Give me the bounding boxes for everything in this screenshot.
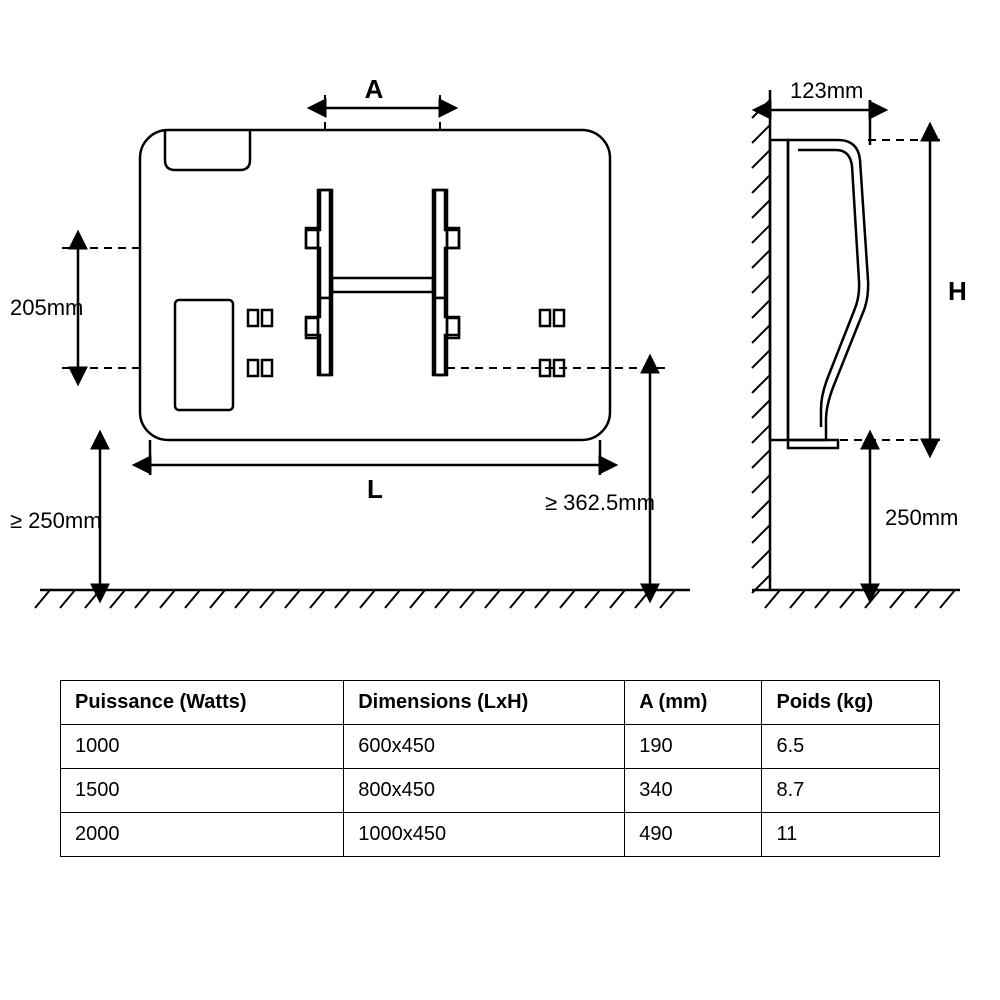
- table-row: 1500 800x450 340 8.7: [61, 769, 940, 813]
- label-123: 123mm: [790, 78, 863, 103]
- side-view: 123mm H 250mm: [752, 78, 967, 608]
- table-row: 2000 1000x450 490 11: [61, 813, 940, 857]
- col-power: Puissance (Watts): [61, 681, 344, 725]
- col-dims: Dimensions (LxH): [344, 681, 625, 725]
- mount-bracket: [306, 190, 459, 375]
- floor-hatch-front: [35, 590, 690, 608]
- label-250-left: ≥ 250mm: [10, 508, 102, 533]
- spec-table: Puissance (Watts) Dimensions (LxH) A (mm…: [60, 680, 940, 857]
- label-250-side: 250mm: [885, 505, 958, 530]
- label-l: L: [367, 474, 383, 504]
- label-362: ≥ 362.5mm: [545, 490, 655, 515]
- front-view: A 205mm L: [10, 74, 690, 608]
- technical-drawing: A 205mm L: [0, 0, 1000, 660]
- label-h: H: [948, 276, 967, 306]
- label-205: 205mm: [10, 295, 83, 320]
- table-row: 1000 600x450 190 6.5: [61, 725, 940, 769]
- vent-marks: [248, 310, 564, 376]
- col-weight: Poids (kg): [762, 681, 940, 725]
- col-a: A (mm): [625, 681, 762, 725]
- label-a: A: [365, 74, 384, 104]
